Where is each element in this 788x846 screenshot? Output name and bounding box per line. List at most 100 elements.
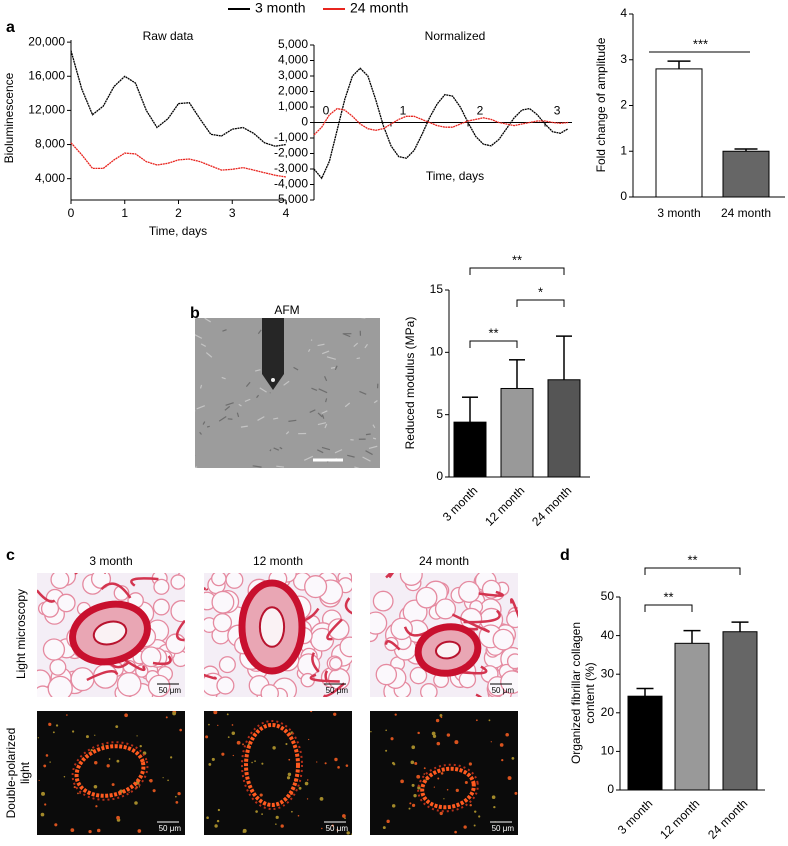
birefringence [55,724,59,727]
birefringence [291,810,293,813]
y-tick-label: 3 [620,52,627,66]
cell [500,670,518,695]
texture [279,446,283,450]
texture [240,425,248,428]
birefringence [205,735,209,739]
birefringence [333,712,337,716]
fiber [344,597,352,615]
x-tick-label: 24 month [721,206,771,220]
series-line [70,50,287,147]
column-title: 3 month [89,554,132,568]
birefringence [275,815,279,819]
birefringence [94,761,98,765]
cell [225,573,244,589]
x-tick-label: 1 [400,104,407,118]
image-background [37,711,185,835]
birefringence [242,743,244,746]
y-tick-label: 0 [436,469,443,483]
fiber [384,640,401,651]
micrograph: 50 μm [204,573,352,697]
birefringence [385,749,388,752]
y-axis-label: Reduced modulus (MPa) [403,317,417,450]
vessel-wall [420,766,476,810]
column-title: 24 month [419,554,469,568]
x-tick-label: 12 month [482,483,527,528]
cell [506,610,518,629]
cell [42,638,66,661]
birefringence [217,724,219,727]
cell [297,653,321,677]
birefringence [432,734,437,738]
birefringence [464,781,468,785]
texture [353,342,359,347]
scale-bar-label: 50 μm [326,824,349,833]
birefringence [52,731,55,734]
birefringence [162,777,164,779]
birefringence [275,823,277,825]
birefringence [44,803,47,806]
cell [420,683,438,697]
cell [47,675,73,697]
texture [317,412,323,418]
birefringence [454,740,459,745]
x-tick-label: 12 month [657,796,702,841]
y-tick-label: 20 [601,705,615,719]
birefringence [116,759,120,763]
cell [304,575,328,599]
birefringence [439,714,443,717]
birefringence [136,735,138,737]
texture [273,447,280,451]
significance-bracket [516,299,565,307]
bar [453,421,487,478]
birefringence [149,778,153,783]
birefringence [77,792,79,795]
x-tick-label: 2 [477,104,484,118]
cell [458,580,481,603]
birefringence [128,791,130,793]
texture [326,356,336,360]
texture [205,352,213,358]
texture [236,412,240,418]
fiber [451,613,490,633]
texture [293,366,299,371]
y-tick-label: 15 [430,282,444,296]
birefringence [70,828,75,833]
birefringence [385,729,387,732]
birefringence [413,793,417,798]
birefringence [410,760,415,765]
birefringence [306,798,309,800]
birefringence [446,733,451,737]
birefringence [321,827,323,830]
texture [307,348,311,353]
birefringence [170,756,173,759]
cell [140,646,162,668]
x-tick-label: 3 month [440,483,481,524]
fiber [100,582,132,599]
birefringence [514,791,518,795]
birefringence [54,823,58,827]
fiber [510,598,518,619]
cell [329,656,343,671]
panel-letter: b [190,305,200,322]
birefringence [344,817,346,820]
birefringence [436,741,441,746]
birefringence [73,785,76,789]
birefringence [411,745,416,750]
cell [116,672,142,697]
vessel-glow [241,720,303,810]
texture [317,422,327,426]
bar [722,150,770,198]
birefringence [255,810,258,813]
texture [321,446,331,451]
y-tick-label: 4,000 [278,53,308,67]
y-tick-label: 0 [607,782,614,796]
texture [311,387,318,392]
birefringence [231,724,234,726]
texture [199,384,203,389]
texture [222,329,227,332]
fiber [478,590,504,597]
cell [147,674,171,697]
afm-label: AFM [274,303,299,317]
birefringence [417,731,420,735]
